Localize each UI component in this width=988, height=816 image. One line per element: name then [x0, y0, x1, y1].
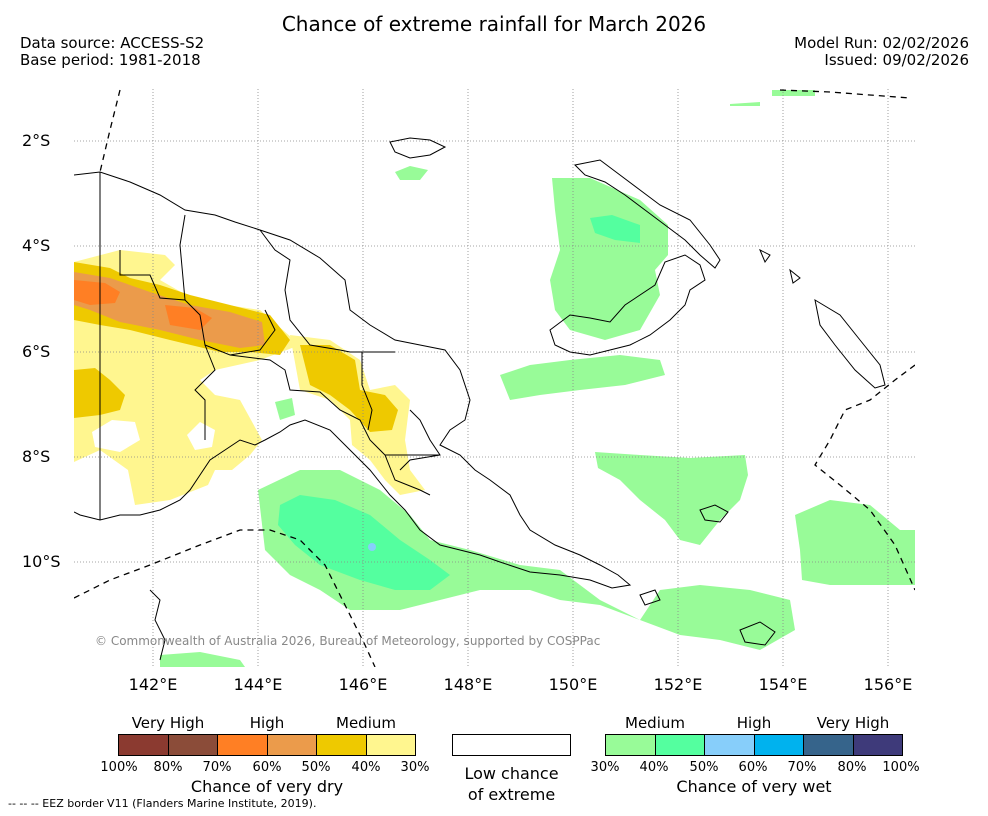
lon-label: 148°E [443, 675, 493, 694]
graticule [74, 89, 915, 667]
wet-region-new-britain-30 [550, 178, 668, 340]
dry-legend-category: Medium [336, 714, 396, 732]
wet-tick: 40% [639, 760, 669, 775]
lon-label: 154°E [758, 675, 808, 694]
lon-label: 142°E [128, 675, 178, 694]
low-chance-swatch [452, 734, 571, 756]
wet-swatch [803, 734, 854, 756]
wet-region-north-strip [730, 90, 815, 106]
lon-label: 150°E [548, 675, 598, 694]
eez-note: -- -- -- EEZ border V11 (Flanders Marine… [8, 797, 317, 810]
lon-label: 144°E [233, 675, 283, 694]
wet-region-far-east-30 [795, 500, 915, 585]
wet-legend-category: Very High [816, 714, 890, 732]
lon-label: 152°E [653, 675, 703, 694]
dry-swatch [167, 734, 218, 756]
low-chance-hole [187, 422, 215, 450]
lat-label: 6°S [22, 342, 51, 361]
copyright-note: © Commonwealth of Australia 2026, Bureau… [95, 634, 601, 648]
dry-region-west-60 [74, 280, 120, 305]
wet-region-gulf-30 [258, 470, 795, 650]
low-chance-caption: of extreme [467, 785, 556, 804]
dry-legend-category: Very High [131, 714, 205, 732]
low-chance-caption: Low chance [464, 764, 559, 783]
map-title: Chance of extreme rainfall for March 202… [281, 12, 707, 36]
dry-tick: 70% [202, 760, 232, 775]
wet-region-solomon-sea-30 [595, 452, 748, 545]
dry-swatch [266, 734, 317, 756]
low-chance-hole [92, 420, 140, 452]
wet-region-png-south-30 [160, 652, 245, 667]
dry-swatch [217, 734, 268, 756]
data-source: Data source: ACCESS-S2 [20, 34, 205, 52]
wet-tick: 80% [837, 760, 867, 775]
wet-legend-caption: Chance of very wet [676, 777, 832, 796]
dry-tick: 80% [153, 760, 183, 775]
wet-region-east-30 [500, 355, 665, 400]
model-run: Model Run: 02/02/2026 [794, 34, 969, 52]
wet-tick: 100% [882, 760, 920, 775]
wet-region-north-small [395, 166, 428, 180]
wet-tick: 70% [787, 760, 817, 775]
wet-tick: 30% [590, 760, 620, 775]
lon-label: 156°E [863, 675, 913, 694]
wet-swatch [852, 734, 903, 756]
lat-label: 2°S [22, 131, 51, 150]
dry-tick: 60% [252, 760, 282, 775]
lat-label: 4°S [22, 236, 51, 255]
wet-swatch [704, 734, 755, 756]
wet-region-new-britain-40 [590, 215, 640, 243]
dry-tick: 30% [400, 760, 430, 775]
lat-label: 8°S [22, 447, 51, 466]
wet-region-spot-50 [368, 543, 376, 551]
dry-region-mid-60 [165, 305, 212, 330]
wet-swatch [654, 734, 705, 756]
wet-tick: 50% [689, 760, 719, 775]
wet-swatch [753, 734, 804, 756]
lat-label: 10°S [22, 552, 61, 571]
wet-region-small-blob [275, 398, 295, 420]
dry-legend-caption: Chance of very dry [190, 777, 344, 796]
dry-tick: 40% [351, 760, 381, 775]
dry-swatch [316, 734, 367, 756]
dry-swatch [365, 734, 416, 756]
lon-label: 146°E [338, 675, 388, 694]
wet-tick: 60% [738, 760, 768, 775]
issued-date: Issued: 09/02/2026 [824, 51, 969, 69]
wet-legend-category: Medium [625, 714, 685, 732]
dry-region-central-40 [300, 345, 398, 432]
wet-swatch [605, 734, 656, 756]
coastlines [74, 137, 886, 661]
wet-legend-category: High [736, 714, 772, 732]
dry-swatch [118, 734, 169, 756]
base-period: Base period: 1981-2018 [20, 51, 201, 69]
wet-region-png-gulf-40 [278, 495, 450, 590]
dry-tick: 100% [100, 760, 138, 775]
dry-legend-category: High [249, 714, 285, 732]
eez-borders [74, 89, 915, 667]
dry-tick: 50% [301, 760, 331, 775]
